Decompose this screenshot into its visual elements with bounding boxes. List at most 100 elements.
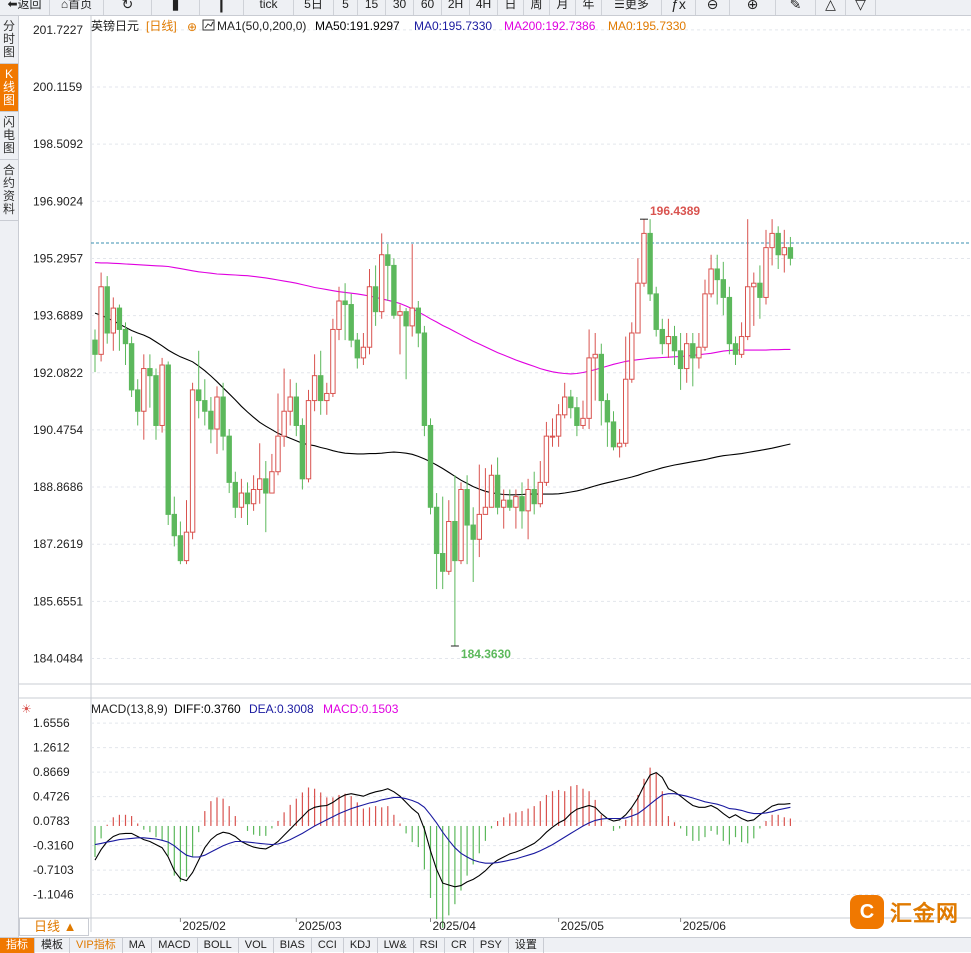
bottom-tab-3[interactable]: MA	[123, 938, 153, 953]
bottom-tab-8[interactable]: CCI	[312, 938, 344, 953]
zoom-in-icon: ⊕	[746, 0, 759, 12]
candle	[677, 332, 684, 390]
candle	[531, 471, 537, 515]
price-tick-label: 195.2957	[33, 251, 83, 265]
bottom-tab-12[interactable]: CR	[445, 938, 474, 953]
toolbar-label: 2H	[447, 0, 464, 11]
candle	[494, 457, 501, 515]
toolbar-item-11[interactable]: 2H	[442, 0, 470, 15]
toolbar-item-23[interactable]: ▽	[846, 0, 876, 15]
indicator-settings-icon[interactable]	[202, 19, 215, 31]
candle	[311, 354, 318, 412]
candle	[574, 397, 580, 437]
toolbar-item-17[interactable]: ☰ 更多	[602, 0, 662, 15]
toolbar-item-9[interactable]: 30	[386, 0, 414, 15]
candle	[555, 404, 562, 447]
logo-text: 汇金网	[890, 901, 960, 926]
candle	[714, 254, 720, 305]
add-icon[interactable]: ⊕	[187, 20, 197, 34]
candle	[299, 418, 306, 490]
bottom-tab-14[interactable]: 设置	[509, 938, 544, 953]
candle	[763, 229, 769, 305]
toolbar-item-3[interactable]: ▮	[152, 0, 200, 15]
toolbar-item-19[interactable]: ⊖	[696, 0, 730, 15]
macd-histogram	[94, 767, 792, 928]
toolbar-item-22[interactable]: △	[816, 0, 846, 15]
toolbar-item-0[interactable]: ⬅ 返回	[0, 0, 50, 15]
chart-canvas[interactable]: 201.7227 200.1159 198.5092 196.9024 195.2957…	[19, 16, 971, 932]
toolbar-item-1[interactable]: ⌂ 首页	[50, 0, 104, 15]
candle	[403, 308, 409, 380]
price-tick-label: 185.6551	[33, 594, 83, 608]
price-axis: 201.7227 200.1159 198.5092 196.9024 195.2957…	[33, 23, 83, 666]
side-tab-3[interactable]: 合 约 资 料	[0, 160, 18, 221]
bottom-tab-6[interactable]: VOL	[239, 938, 274, 953]
candle	[507, 489, 513, 511]
bottom-tab-5[interactable]: BOLL	[198, 938, 239, 953]
toolbar-item-12[interactable]: 4H	[470, 0, 498, 15]
bottom-tab-2[interactable]: VIP指标	[70, 938, 123, 953]
toolbar-item-15[interactable]: 月	[550, 0, 576, 15]
candle	[165, 361, 171, 526]
candle	[702, 279, 708, 351]
annotations: 196.4389 184.3630	[450, 204, 700, 661]
candle	[690, 332, 696, 387]
candle	[360, 332, 367, 366]
candle	[135, 379, 141, 426]
period-selector[interactable]: 日线 ▲	[19, 918, 89, 936]
candle	[684, 332, 690, 383]
toolbar-item-18[interactable]: ƒx	[662, 0, 696, 15]
candle	[336, 286, 342, 341]
side-tab-0[interactable]: 分 时 图	[0, 16, 18, 64]
candle	[525, 478, 531, 540]
bar-chart-icon: ▮	[171, 0, 180, 12]
candle	[732, 336, 739, 366]
toolbar-item-5[interactable]: tick	[244, 0, 294, 15]
toolbar-item-14[interactable]: 周	[524, 0, 550, 15]
toolbar-item-7[interactable]: 5	[334, 0, 358, 15]
toolbar-item-8[interactable]: 15	[358, 0, 386, 15]
side-tab-2[interactable]: 闪 电 图	[0, 112, 18, 160]
bottom-tab-7[interactable]: BIAS	[274, 938, 312, 953]
macd-name: MACD(13,8,9)	[91, 702, 168, 716]
candle	[141, 354, 147, 440]
toolbar-item-4[interactable]: ┃	[200, 0, 244, 15]
high-label: 196.4389	[650, 204, 700, 218]
pen-icon: ✎	[789, 0, 802, 12]
candle	[647, 219, 653, 301]
toolbar-item-6[interactable]: 5日	[294, 0, 334, 15]
macd-dea: DEA:0.3008	[249, 702, 314, 716]
toolbar-item-16[interactable]: 年	[576, 0, 602, 15]
ma50-line-layer	[94, 312, 791, 496]
date-label: 2025/06	[683, 919, 727, 932]
side-tab-1[interactable]: K 线 图	[0, 64, 18, 112]
macd-settings-icon[interactable]: ☀	[21, 702, 32, 716]
candle	[482, 468, 489, 515]
candle	[726, 286, 733, 355]
bottom-tab-0[interactable]: 指标	[0, 938, 35, 953]
toolbar-item-10[interactable]: 60	[414, 0, 442, 15]
candle	[128, 336, 135, 398]
macd-tick-label: -0.3160	[33, 839, 74, 853]
bottom-tab-9[interactable]: KDJ	[344, 938, 378, 953]
candle	[696, 332, 702, 369]
toolbar-item-20[interactable]: ⊕	[730, 0, 776, 15]
bottom-tab-4[interactable]: MACD	[152, 938, 198, 953]
ma50-value: MA50:191.9297	[315, 19, 400, 33]
toolbar-label: 更多	[624, 0, 649, 11]
candle	[348, 293, 354, 348]
bottom-tab-10[interactable]: LW&	[378, 938, 414, 953]
candle	[501, 489, 507, 529]
toolbar-item-21[interactable]: ✎	[776, 0, 816, 15]
home-icon: ⌂	[60, 0, 69, 11]
toolbar-item-2[interactable]: ↻	[104, 0, 152, 15]
bottom-tab-1[interactable]: 模板	[35, 938, 70, 953]
bottom-tab-13[interactable]: PSY	[474, 938, 509, 953]
bottom-tab-11[interactable]: RSI	[414, 938, 445, 953]
candle	[263, 461, 269, 533]
toolbar-item-13[interactable]: 日	[498, 0, 524, 15]
candle	[220, 382, 226, 451]
price-tick-label: 193.6889	[33, 309, 83, 323]
toolbar-label: 返回	[17, 0, 42, 11]
candle	[464, 475, 470, 565]
